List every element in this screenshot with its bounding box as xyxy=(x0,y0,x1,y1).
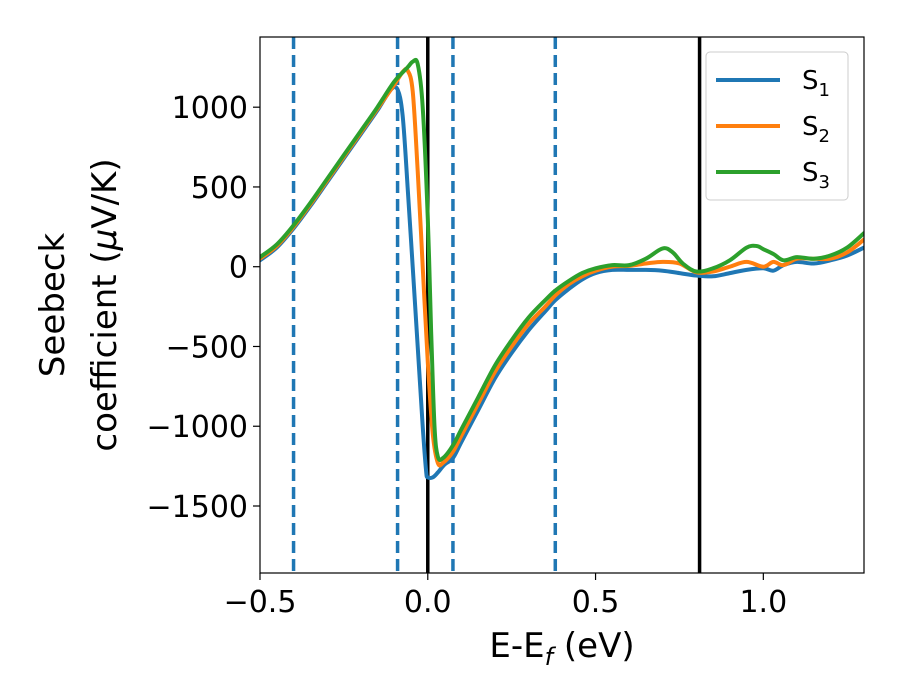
reference-lines xyxy=(291,37,702,573)
x-axis-label: E-Ef (eV) xyxy=(489,626,634,671)
x-tick-label-2: 0.5 xyxy=(572,585,620,620)
y-axis-ticks: 1000 500 0 −500 −1000 −1500 xyxy=(147,91,260,525)
legend-label-sub: 3 xyxy=(819,172,830,193)
y-tick-label-5: −1500 xyxy=(147,490,248,525)
legend-label-name: S xyxy=(802,112,819,142)
legend-label-s1: S1 xyxy=(802,66,830,101)
y-axis-label-unit: V/K) xyxy=(85,158,125,228)
plot-frame xyxy=(259,36,865,574)
x-axis-label-main: E-E xyxy=(489,626,544,666)
x-tick-label-0: −0.5 xyxy=(224,585,297,620)
series-layer xyxy=(260,57,864,480)
legend-label-s2: S2 xyxy=(802,112,830,147)
x-tick-label-1: 0.0 xyxy=(404,585,452,620)
legend-label-name: S xyxy=(802,158,819,188)
legend-label-s3: S3 xyxy=(802,158,830,193)
y-axis-label-line1: Seebeck xyxy=(33,233,73,378)
legend-label-sub: 2 xyxy=(819,126,830,147)
y-axis-label-line2: coefficient (μV/K) xyxy=(85,158,125,451)
y-tick-label-0: 1000 xyxy=(172,91,248,126)
x-axis-label-tail: (eV) xyxy=(553,626,635,666)
legend-label-sub: 1 xyxy=(819,80,830,101)
x-axis-ticks: −0.5 0.0 0.5 1.0 xyxy=(224,573,787,620)
y-axis-label: Seebeck coefficient (μV/K) xyxy=(33,158,125,451)
y-axis-label-line2-text: coefficient ( xyxy=(85,250,125,451)
y-tick-label-4: −1000 xyxy=(147,410,248,445)
y-tick-label-2: 0 xyxy=(229,251,248,286)
y-axis-label-mu: μ xyxy=(85,229,125,252)
series-line-s3 xyxy=(260,57,864,462)
x-tick-label-3: 1.0 xyxy=(739,585,787,620)
y-tick-label-1: 500 xyxy=(191,171,248,206)
y-tick-label-3: −500 xyxy=(166,330,248,365)
legend-label-name: S xyxy=(802,66,819,96)
